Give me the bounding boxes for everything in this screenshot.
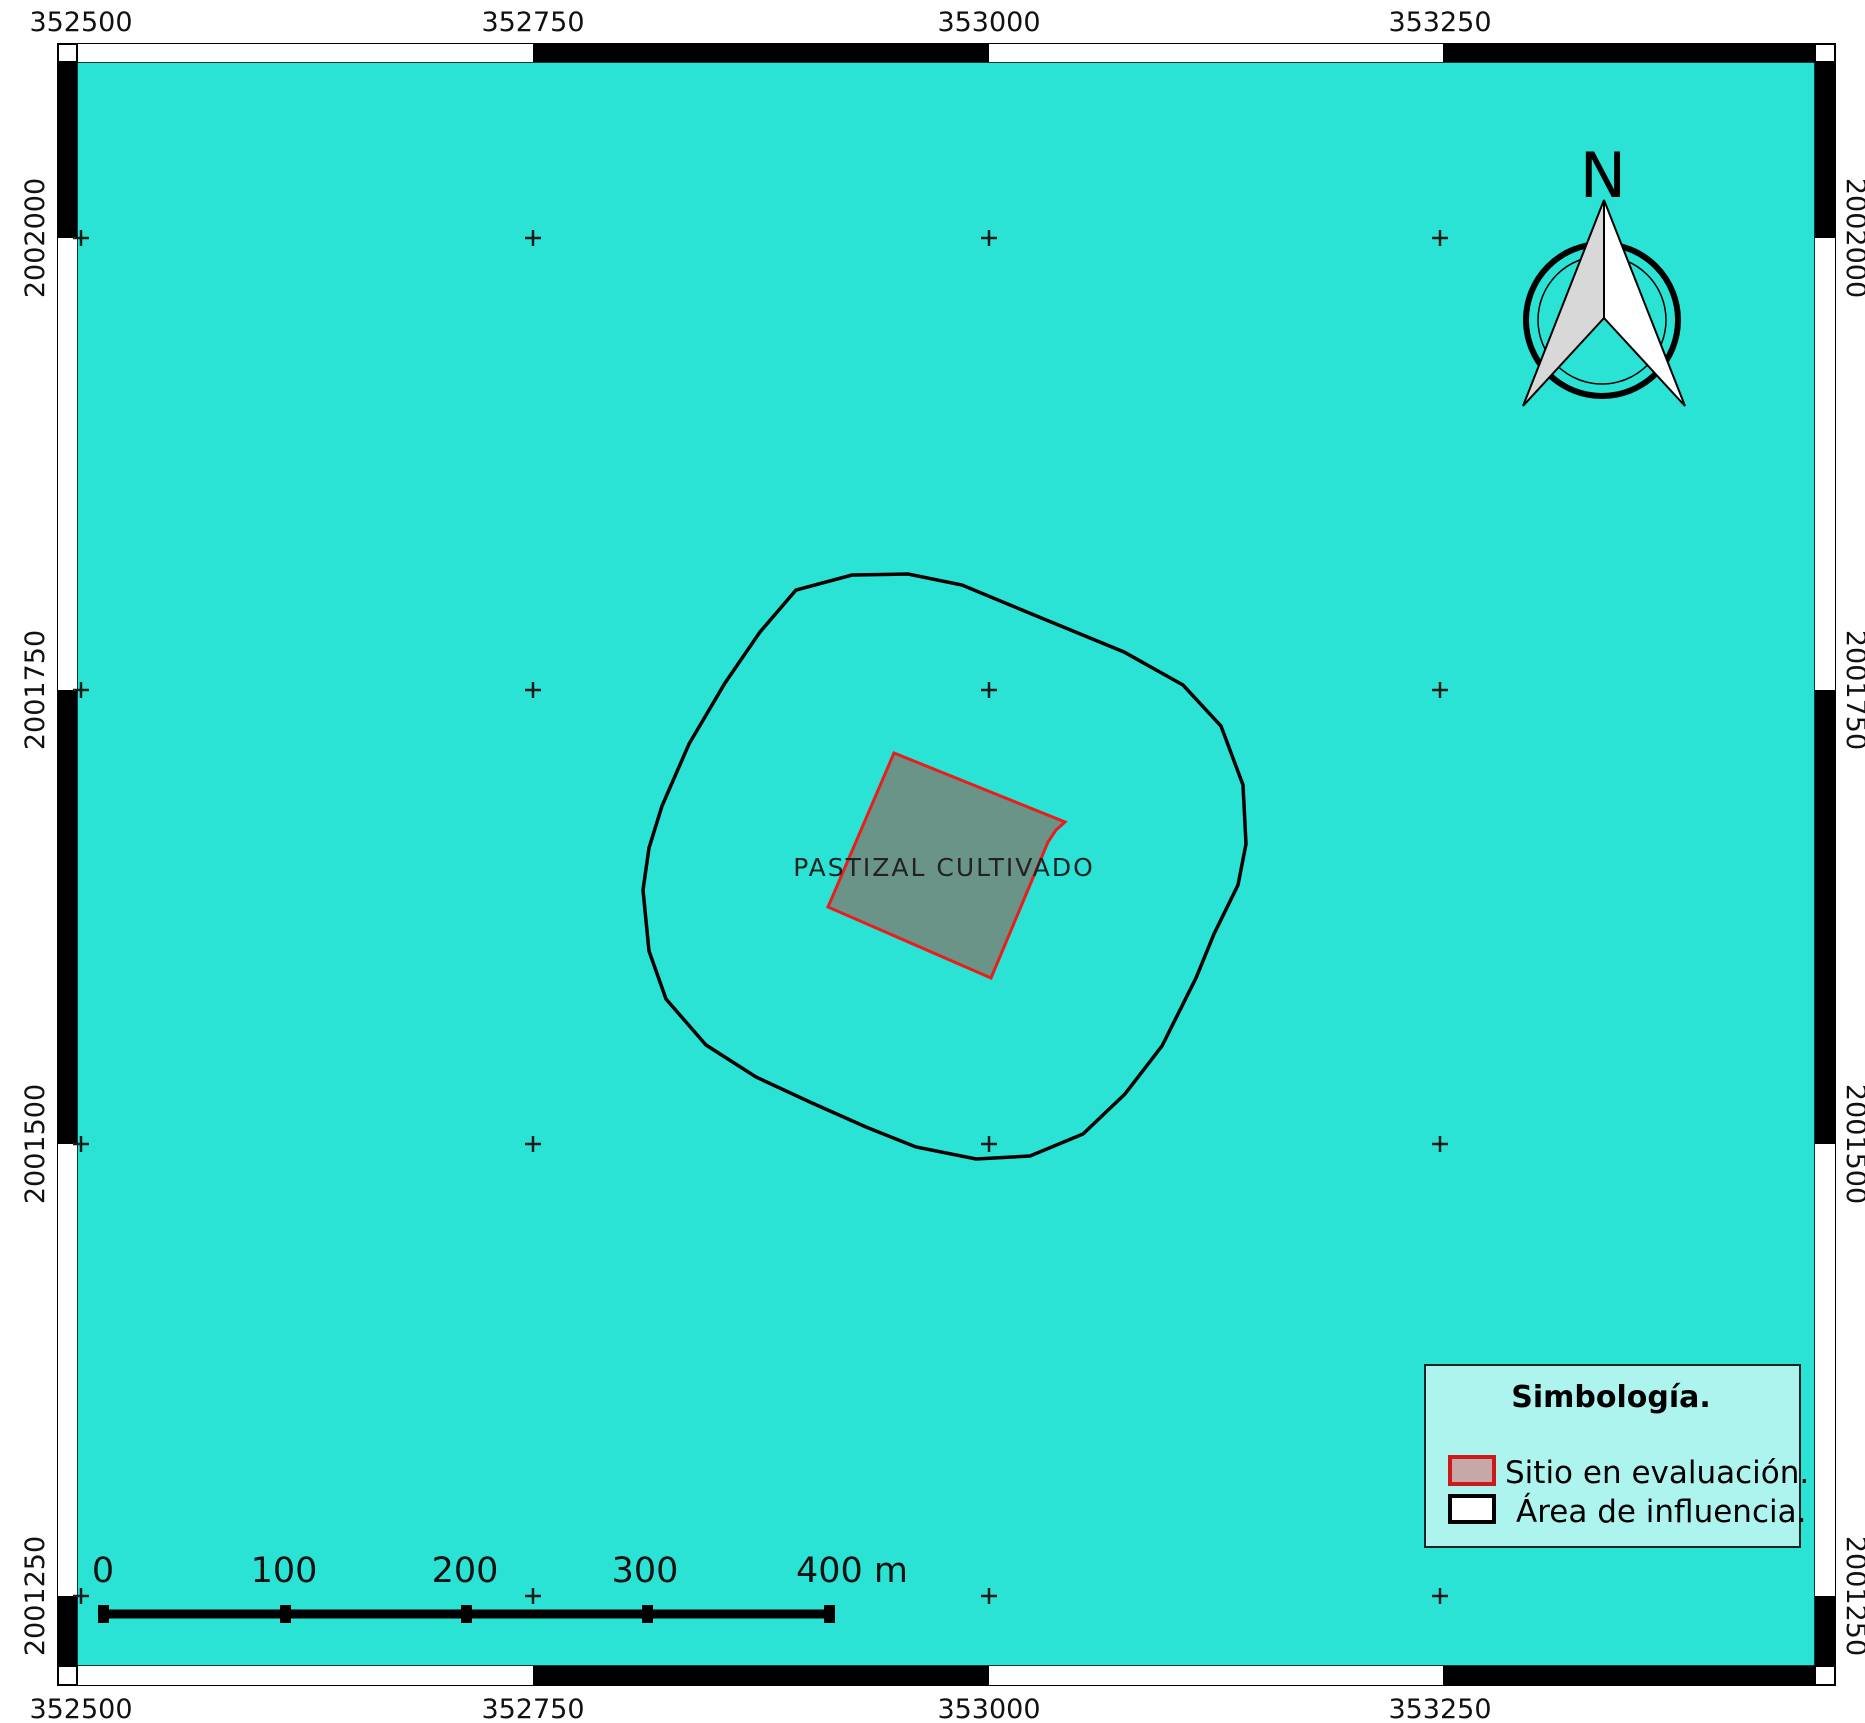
scale-bar-tick xyxy=(642,1605,653,1623)
top-tick-label: 352500 xyxy=(29,7,132,38)
right-tick-label: 2001250 xyxy=(1840,1536,1865,1656)
legend-label-site: Sitio en evaluación. xyxy=(1505,1455,1809,1491)
scale-bar-tick xyxy=(824,1605,835,1623)
scale-bar-tick xyxy=(461,1605,472,1623)
scale-bar-label: 400 m xyxy=(796,1551,908,1591)
north-label: N xyxy=(1580,139,1626,212)
site-polygon xyxy=(826,751,1068,980)
top-tick-label: 353250 xyxy=(1388,7,1491,38)
influence-area xyxy=(641,572,1248,1161)
left-tick-label: 2002000 xyxy=(20,178,51,298)
top-border xyxy=(77,44,1815,62)
bottom-tick-label: 352500 xyxy=(29,1694,132,1723)
left-tick-label: 2001250 xyxy=(20,1536,51,1656)
legend-swatch-site xyxy=(1448,1455,1496,1486)
frame-corners xyxy=(57,43,1836,1686)
scale-bar-label: 100 xyxy=(251,1551,318,1591)
grid-crosses xyxy=(73,230,1448,1604)
left-border xyxy=(58,62,77,1666)
bottom-border xyxy=(77,1666,1815,1685)
top-tick-label: 353000 xyxy=(937,7,1040,38)
land-use-label: PASTIZAL CULTIVADO xyxy=(793,853,1095,882)
right-tick-label: 2001750 xyxy=(1840,630,1865,750)
north-arrow-right-half xyxy=(1603,199,1686,407)
scale-bar-label: 300 xyxy=(612,1551,679,1591)
right-tick-label: 2002000 xyxy=(1840,178,1865,298)
legend: Simbología. Sitio en evaluación. Área de… xyxy=(1424,1364,1809,1548)
right-border xyxy=(1815,62,1835,1666)
bottom-tick-label: 353250 xyxy=(1388,1694,1491,1723)
legend-title: Simbología. xyxy=(1511,1380,1711,1415)
north-arrow: N xyxy=(1522,139,1686,407)
scale-bar-tick xyxy=(280,1605,291,1623)
scale-bar-tick xyxy=(98,1605,109,1623)
bottom-tick-label: 352750 xyxy=(481,1694,584,1723)
left-tick-label: 2001500 xyxy=(20,1084,51,1204)
coordinate-labels: 352500 352750 353000 353250 352500 35275… xyxy=(20,7,1865,1723)
scale-bar-label: 200 xyxy=(432,1551,499,1591)
legend-label-influence: Área de influencia. xyxy=(1516,1494,1806,1530)
left-tick-label: 2001750 xyxy=(20,630,51,750)
top-tick-label: 352750 xyxy=(481,7,584,38)
legend-swatch-influence xyxy=(1448,1494,1496,1524)
bottom-tick-label: 353000 xyxy=(937,1694,1040,1723)
scale-bar-label: 0 xyxy=(92,1551,114,1591)
right-tick-label: 2001500 xyxy=(1840,1084,1865,1204)
scale-bar: 0 100 200 300 400 m xyxy=(92,1551,908,1623)
